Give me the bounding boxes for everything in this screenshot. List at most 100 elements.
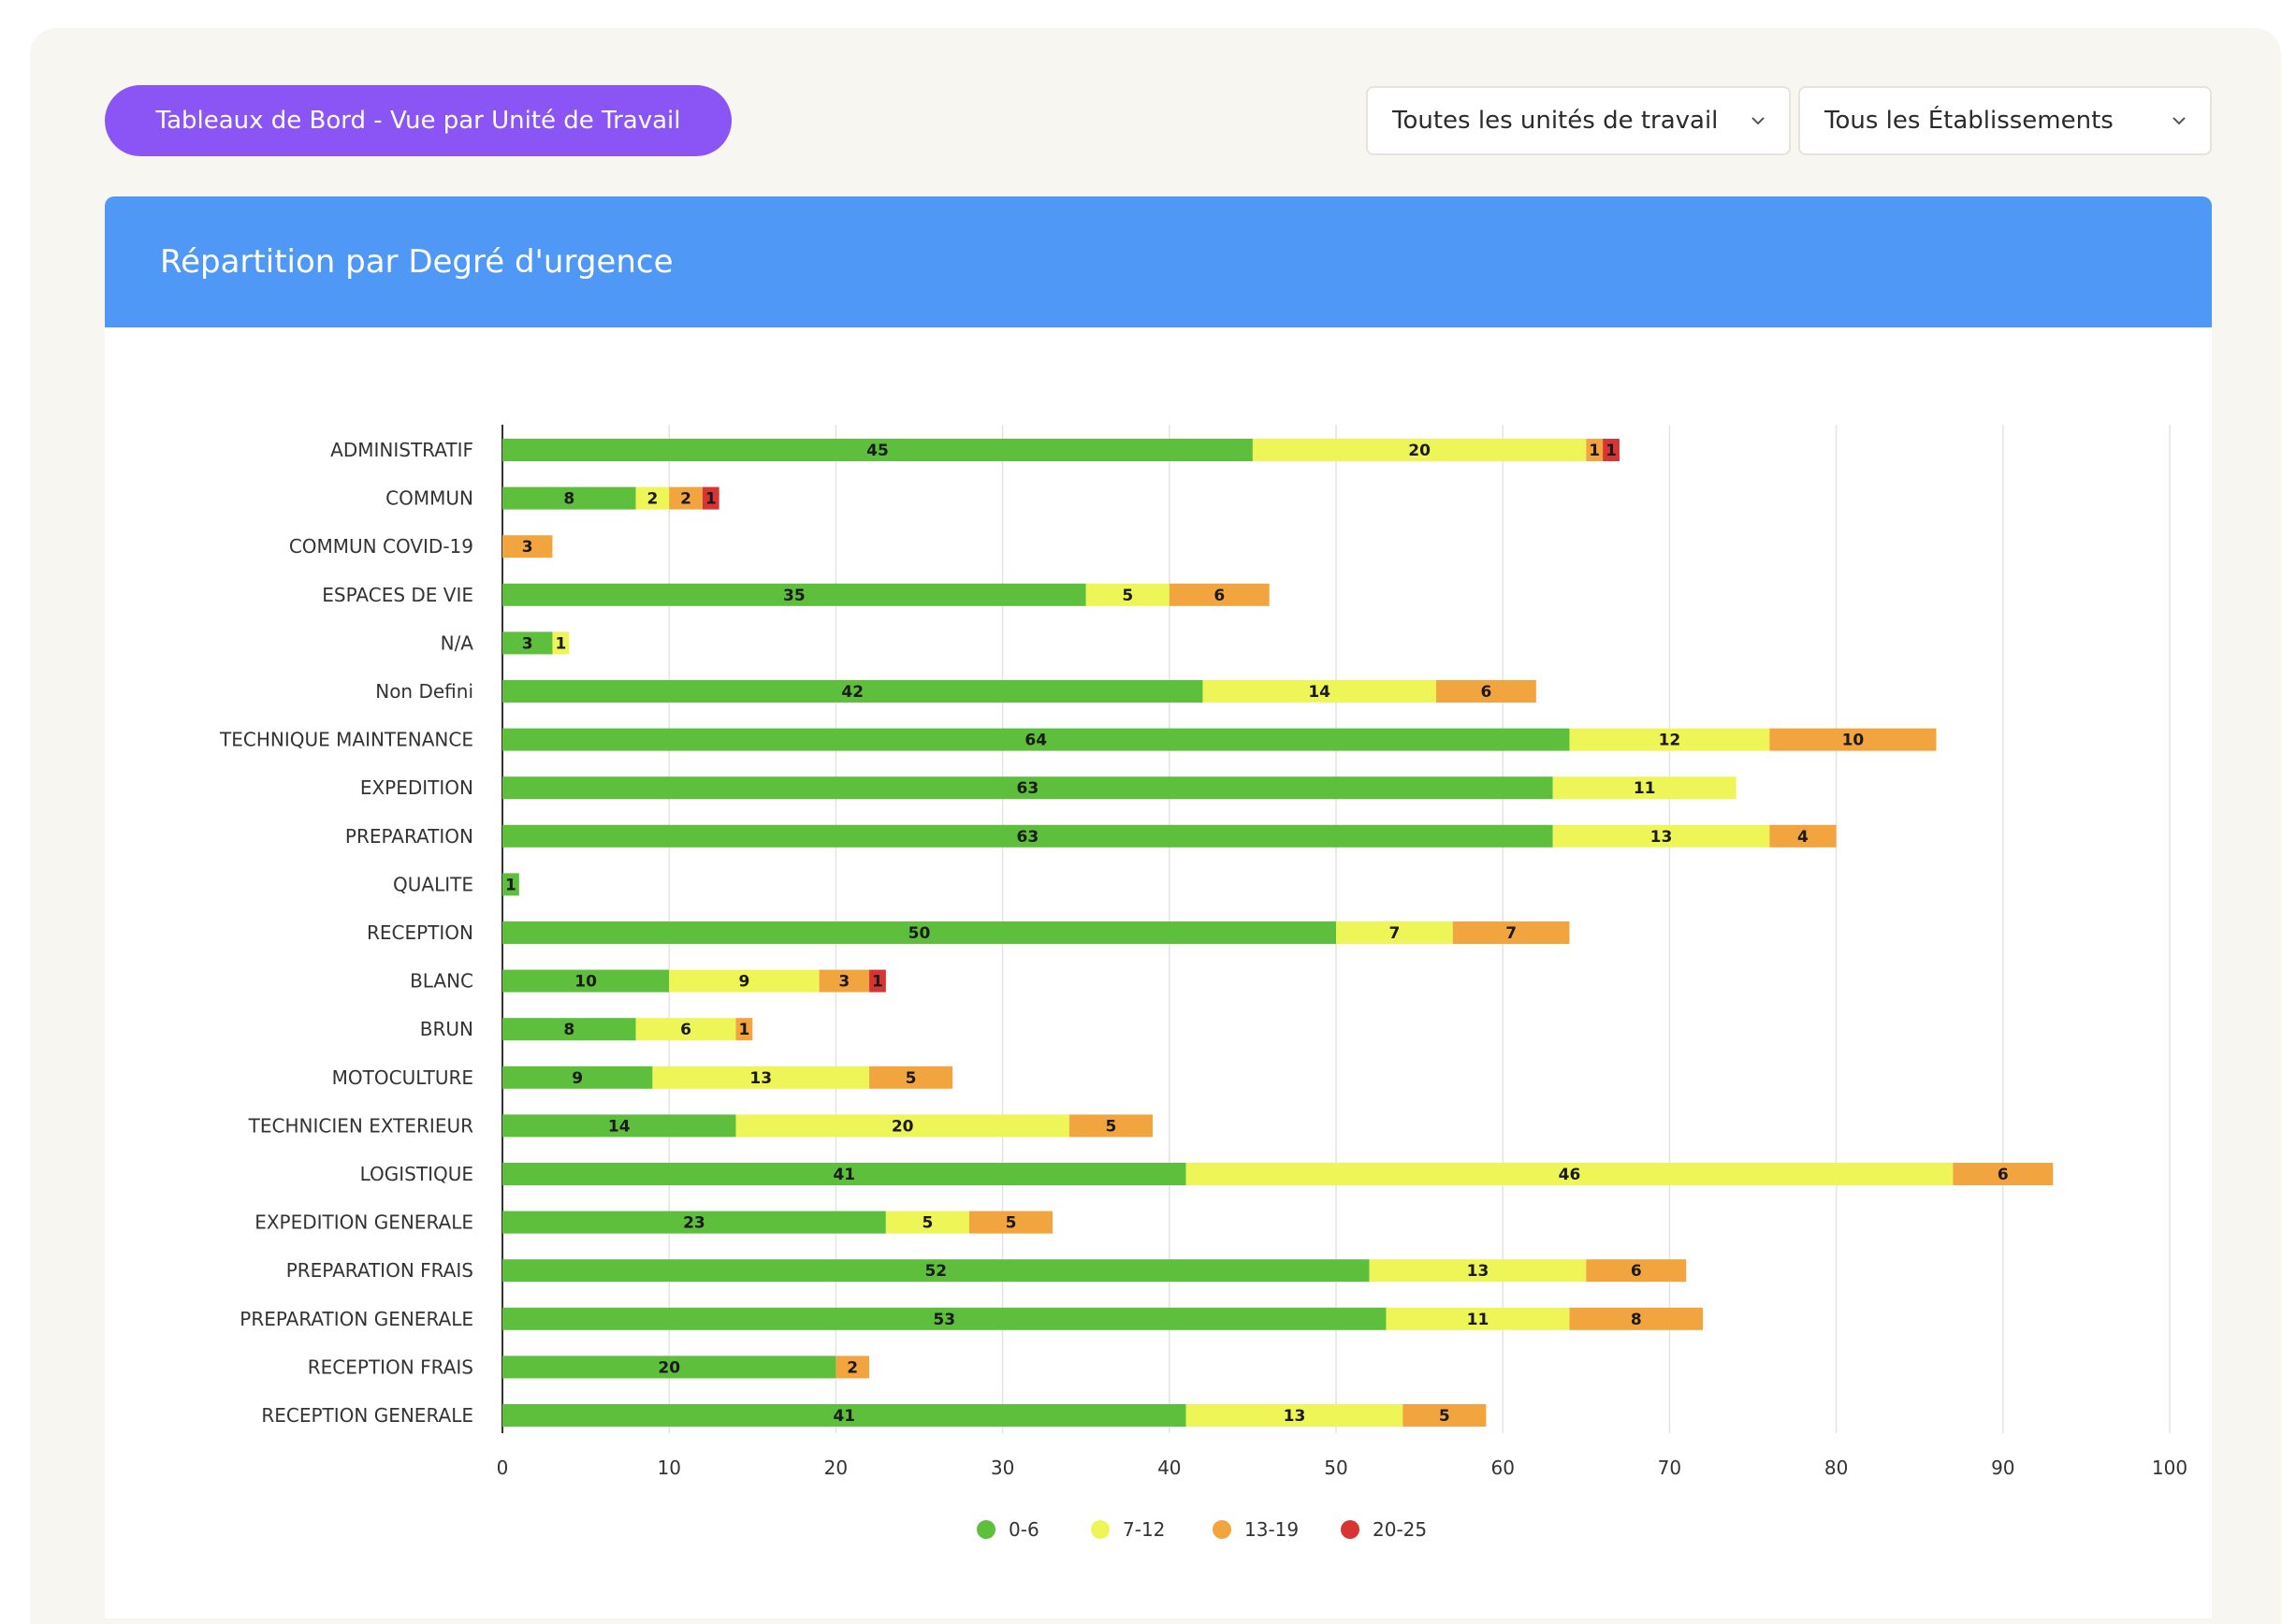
data-label: 10 <box>1842 732 1865 750</box>
data-label: 1 <box>555 634 566 653</box>
data-label: 41 <box>833 1166 855 1184</box>
bar-segment <box>1569 1307 1704 1330</box>
x-tick-label: 50 <box>1324 1457 1347 1479</box>
x-tick-label: 40 <box>1157 1457 1181 1479</box>
bar-segment <box>502 680 1203 703</box>
bar-segment <box>502 439 1253 461</box>
bar-segment <box>1185 1163 1954 1185</box>
category-label: BLANC <box>410 970 473 993</box>
bar-segment <box>735 1018 753 1041</box>
data-label: 50 <box>908 924 931 943</box>
data-label: 5 <box>906 1069 917 1088</box>
category-label: Non Defini <box>375 680 473 703</box>
bar-segment <box>502 1018 636 1041</box>
data-label: 41 <box>833 1407 855 1426</box>
work-unit-select-value: Toutes les unités de travail <box>1392 107 1719 135</box>
x-tick-label: 10 <box>657 1457 680 1479</box>
establishment-select-value: Tous les Établissements <box>1824 107 2114 135</box>
bar-segment <box>635 486 670 510</box>
category-label: RECEPTION FRAIS <box>308 1356 473 1378</box>
category-label: COMMUN <box>385 487 473 510</box>
data-label: 6 <box>1480 683 1491 702</box>
data-label: 8 <box>1631 1311 1642 1329</box>
legend-label: 13-19 <box>1244 1518 1299 1541</box>
bar-segment <box>502 873 519 896</box>
bar-segment <box>502 1307 1387 1330</box>
data-label: 9 <box>738 973 749 992</box>
category-label: RECEPTION <box>367 921 473 944</box>
bar-segment <box>1169 583 1270 606</box>
bar-segment <box>1603 439 1620 461</box>
x-tick-label: 90 <box>1991 1457 2014 1479</box>
category-label: BRUN <box>420 1018 473 1040</box>
legend-marker <box>1341 1520 1359 1539</box>
bar-segment <box>1386 1307 1570 1330</box>
card-header: Répartition par Degré d'urgence <box>105 196 2212 327</box>
category-label: PREPARATION GENERALE <box>240 1308 473 1330</box>
dashboard-view-button[interactable]: Tableaux de Bord - Vue par Unité de Trav… <box>105 85 732 156</box>
data-label: 8 <box>563 490 574 509</box>
bar-segment <box>1252 439 1587 461</box>
work-unit-select[interactable]: Toutes les unités de travail <box>1366 86 1791 155</box>
data-label: 11 <box>1467 1311 1489 1329</box>
bar-segment <box>1769 728 1937 751</box>
bar-segment <box>1586 439 1604 461</box>
data-label: 3 <box>522 634 533 653</box>
bar-segment <box>1435 680 1536 703</box>
category-label: TECHNICIEN EXTERIEUR <box>248 1114 473 1137</box>
data-label: 14 <box>608 1117 631 1136</box>
legend-marker <box>977 1520 995 1539</box>
bar-segment <box>735 1114 1069 1138</box>
bar-segment <box>502 1163 1186 1185</box>
category-label: LOGISTIQUE <box>360 1163 473 1185</box>
bar-segment <box>502 583 1086 606</box>
data-label: 1 <box>872 973 883 992</box>
data-label: 13 <box>1650 828 1673 847</box>
legend-label: 7-12 <box>1123 1518 1165 1541</box>
dashboard-view-button-label: Tableaux de Bord - Vue par Unité de Trav… <box>155 107 681 135</box>
data-label: 3 <box>838 973 850 992</box>
bar-segment <box>502 535 553 558</box>
bar-segment <box>502 1114 736 1138</box>
bar-segment <box>502 1404 1186 1427</box>
bar-segment <box>502 921 1336 944</box>
establishment-select[interactable]: Tous les Établissements <box>1798 86 2212 155</box>
data-label: 52 <box>924 1262 947 1281</box>
data-label: 6 <box>1213 587 1225 605</box>
category-label: EXPEDITION GENERALE <box>254 1211 473 1234</box>
bar-segment <box>1552 776 1737 800</box>
category-label: ADMINISTRATIF <box>330 439 473 461</box>
bar-segment <box>502 486 636 510</box>
category-label: ESPACES DE VIE <box>322 584 473 606</box>
category-label: QUALITE <box>393 873 473 895</box>
data-label: 2 <box>680 490 691 509</box>
data-label: 53 <box>933 1311 955 1329</box>
category-label: MOTOCULTURE <box>332 1066 473 1089</box>
data-label: 7 <box>1388 924 1400 943</box>
bar-segment <box>1586 1259 1687 1283</box>
bar-segment <box>502 728 1570 751</box>
data-label: 5 <box>1106 1117 1117 1136</box>
data-label: 4 <box>1797 828 1809 847</box>
data-label: 20 <box>1408 442 1431 460</box>
bar-segment <box>635 1018 736 1041</box>
bar-segment <box>1953 1163 2054 1185</box>
data-label: 7 <box>1505 924 1517 943</box>
bar-segment <box>1085 583 1170 606</box>
bar-segment <box>502 969 670 993</box>
legend-label: 20-25 <box>1373 1518 1427 1541</box>
data-label: 1 <box>738 1021 749 1039</box>
x-tick-label: 70 <box>1658 1457 1681 1479</box>
data-label: 11 <box>1634 779 1656 798</box>
x-tick-label: 80 <box>1824 1457 1848 1479</box>
data-label: 6 <box>680 1021 691 1039</box>
data-label: 13 <box>1467 1262 1489 1281</box>
data-label: 6 <box>1998 1166 2009 1184</box>
data-label: 13 <box>1284 1407 1306 1426</box>
data-label: 46 <box>1559 1166 1581 1184</box>
data-label: 3 <box>522 538 533 557</box>
bar-segment <box>502 631 553 655</box>
data-label: 1 <box>705 490 717 509</box>
data-label: 5 <box>922 1214 933 1233</box>
data-label: 8 <box>563 1021 574 1039</box>
